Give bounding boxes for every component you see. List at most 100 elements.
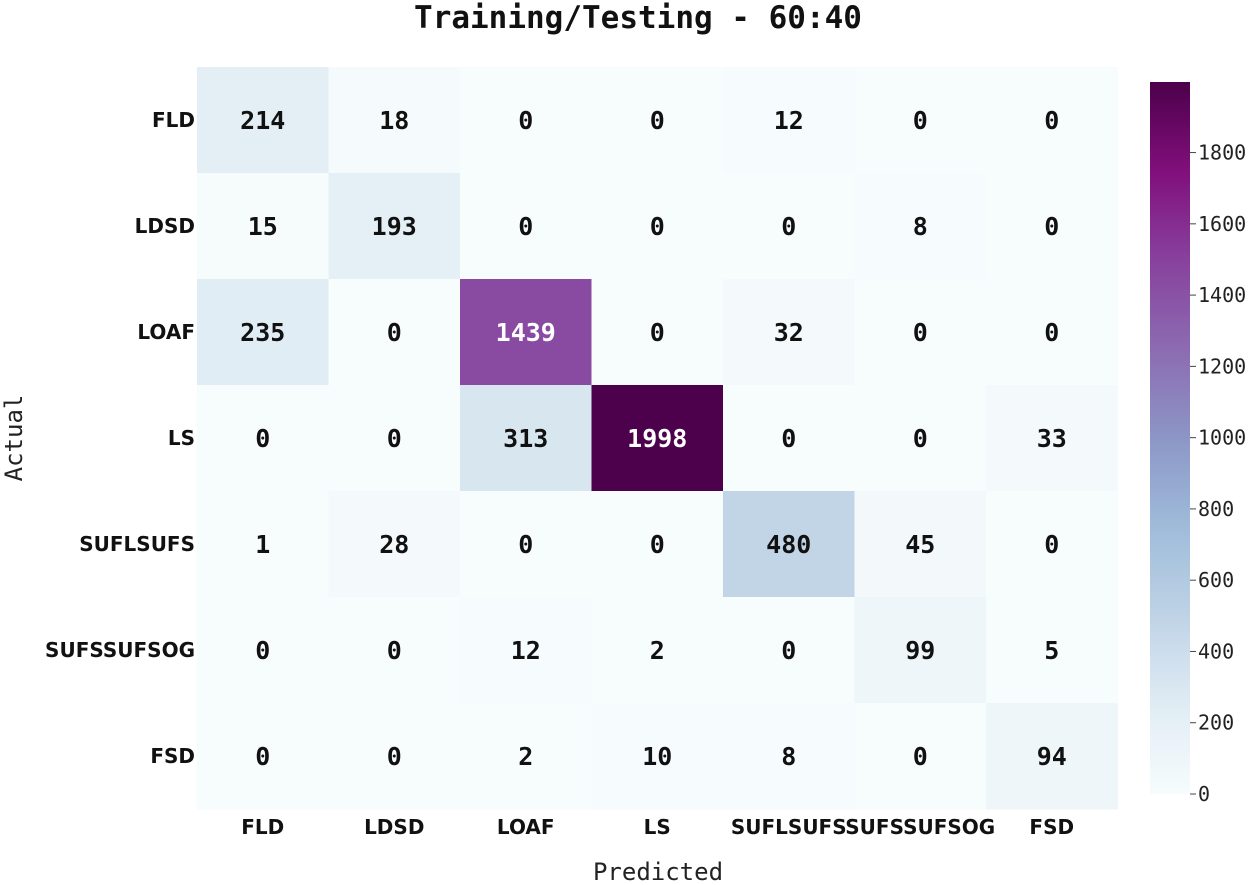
heatmap-cell — [328, 703, 461, 810]
cell-value-label: 1998 — [627, 424, 687, 453]
cell-value-label: 99 — [905, 636, 935, 665]
heatmap-cell — [197, 703, 329, 810]
colorbar-tick-label: 1000 — [1198, 426, 1246, 450]
heatmap-cell — [460, 597, 592, 704]
cell-value-label: 0 — [518, 530, 533, 559]
cell-value-label: 0 — [387, 636, 402, 665]
heatmap-cell — [854, 385, 987, 492]
y-tick-label: LOAF — [137, 320, 195, 344]
colorbar — [1150, 82, 1190, 794]
heatmap-cell — [591, 173, 724, 280]
heatmap-cell — [723, 597, 855, 704]
heatmap-cell — [723, 703, 855, 810]
cell-value-label: 1439 — [496, 318, 556, 347]
cell-value-label: 0 — [518, 212, 533, 241]
heatmap-cell — [723, 385, 855, 492]
cell-value-label: 0 — [1044, 318, 1059, 347]
heatmap-cell — [591, 597, 724, 704]
heatmap-cell — [723, 491, 855, 598]
cell-value-label: 0 — [255, 636, 270, 665]
cell-value-label: 0 — [913, 318, 928, 347]
cell-value-label: 0 — [913, 106, 928, 135]
heatmap-cell — [328, 173, 461, 280]
heatmap-cell — [854, 703, 987, 810]
y-axis-label: Actual — [0, 395, 28, 482]
cell-value-label: 0 — [518, 106, 533, 135]
y-tick-label: SUFSSUFSOG — [45, 638, 195, 662]
x-tick-label: SUFLSUFS — [731, 815, 847, 839]
cell-value-label: 0 — [913, 424, 928, 453]
chart-title: Training/Testing - 60:40 — [414, 0, 862, 36]
y-tick-labels: FLD LDSD LOAF LS SUFLSUFS SUFSSUFSOG FSD — [45, 108, 195, 768]
heatmap-cell — [723, 279, 855, 386]
heatmap-cell — [197, 385, 329, 492]
y-tick-label: LDSD — [135, 214, 195, 238]
cell-value-label: 12 — [511, 636, 541, 665]
x-tick-label: FLD — [241, 815, 284, 839]
cell-value-label: 8 — [913, 212, 928, 241]
heatmap-cell — [986, 703, 1118, 810]
heatmap-cell — [986, 67, 1118, 174]
heatmap-cell — [591, 703, 724, 810]
heatmap-cell — [460, 279, 592, 386]
heatmap-cell — [328, 597, 461, 704]
heatmap-cell — [197, 279, 329, 386]
colorbar-tick-label: 400 — [1198, 639, 1234, 663]
cell-value-label: 0 — [387, 318, 402, 347]
colorbar-tick-label: 1800 — [1198, 141, 1246, 165]
heatmap-cell — [591, 385, 724, 492]
cell-value-label: 214 — [240, 106, 285, 135]
cell-value-label: 193 — [372, 212, 417, 241]
cell-value-label: 313 — [503, 424, 548, 453]
x-tick-label: FSD — [1029, 815, 1074, 839]
colorbar-ticks: 0 200 400 600 800 1000 1200 1400 1600 1800 — [1190, 141, 1246, 806]
heatmap-cell — [460, 173, 592, 280]
y-tick-label: SUFLSUFS — [79, 532, 195, 556]
x-axis-label: Predicted — [593, 858, 723, 885]
x-tick-label: LOAF — [497, 815, 555, 839]
cell-value-label: 0 — [1044, 106, 1059, 135]
heatmap-cell — [197, 173, 329, 280]
heatmap-cell — [986, 279, 1118, 386]
cell-value-label: 28 — [379, 530, 409, 559]
cell-value-label: 0 — [781, 212, 796, 241]
heatmap-cell — [328, 279, 461, 386]
heatmap-cell — [854, 67, 987, 174]
cell-value-label: 18 — [379, 106, 409, 135]
heatmap-cell — [854, 173, 987, 280]
heatmap-cell — [460, 385, 592, 492]
heatmap-cell — [854, 279, 987, 386]
heatmap-cell — [986, 597, 1118, 704]
heatmap-cell — [328, 67, 461, 174]
cell-value-label: 45 — [905, 530, 935, 559]
cell-value-label: 235 — [240, 318, 285, 347]
colorbar-tick-label: 1400 — [1198, 283, 1246, 307]
cell-value-label: 0 — [781, 636, 796, 665]
cell-value-label: 5 — [1044, 636, 1059, 665]
cell-value-label: 0 — [387, 742, 402, 771]
heatmap-cell — [197, 491, 329, 598]
heatmap-cell — [328, 385, 461, 492]
heatmap-cell — [328, 491, 461, 598]
cell-value-label: 0 — [650, 212, 665, 241]
heatmap-cell — [723, 67, 855, 174]
y-tick-label: FSD — [150, 744, 195, 768]
cell-value-label: 0 — [650, 318, 665, 347]
y-tick-label: LS — [168, 426, 195, 450]
colorbar-tick-label: 800 — [1198, 497, 1234, 521]
heatmap-cell — [591, 67, 724, 174]
cell-value-label: 2 — [650, 636, 665, 665]
cell-value-label: 0 — [255, 742, 270, 771]
cell-value-label: 8 — [781, 742, 796, 771]
cell-value-label: 0 — [913, 742, 928, 771]
heatmap-cell — [723, 173, 855, 280]
cell-value-label: 0 — [650, 530, 665, 559]
cell-value-label: 2 — [518, 742, 533, 771]
heatmap-cell — [460, 491, 592, 598]
heatmap-cell — [986, 173, 1118, 280]
cell-value-label: 0 — [255, 424, 270, 453]
colorbar-tick-label: 0 — [1198, 782, 1210, 806]
heatmap-cell — [854, 597, 987, 704]
